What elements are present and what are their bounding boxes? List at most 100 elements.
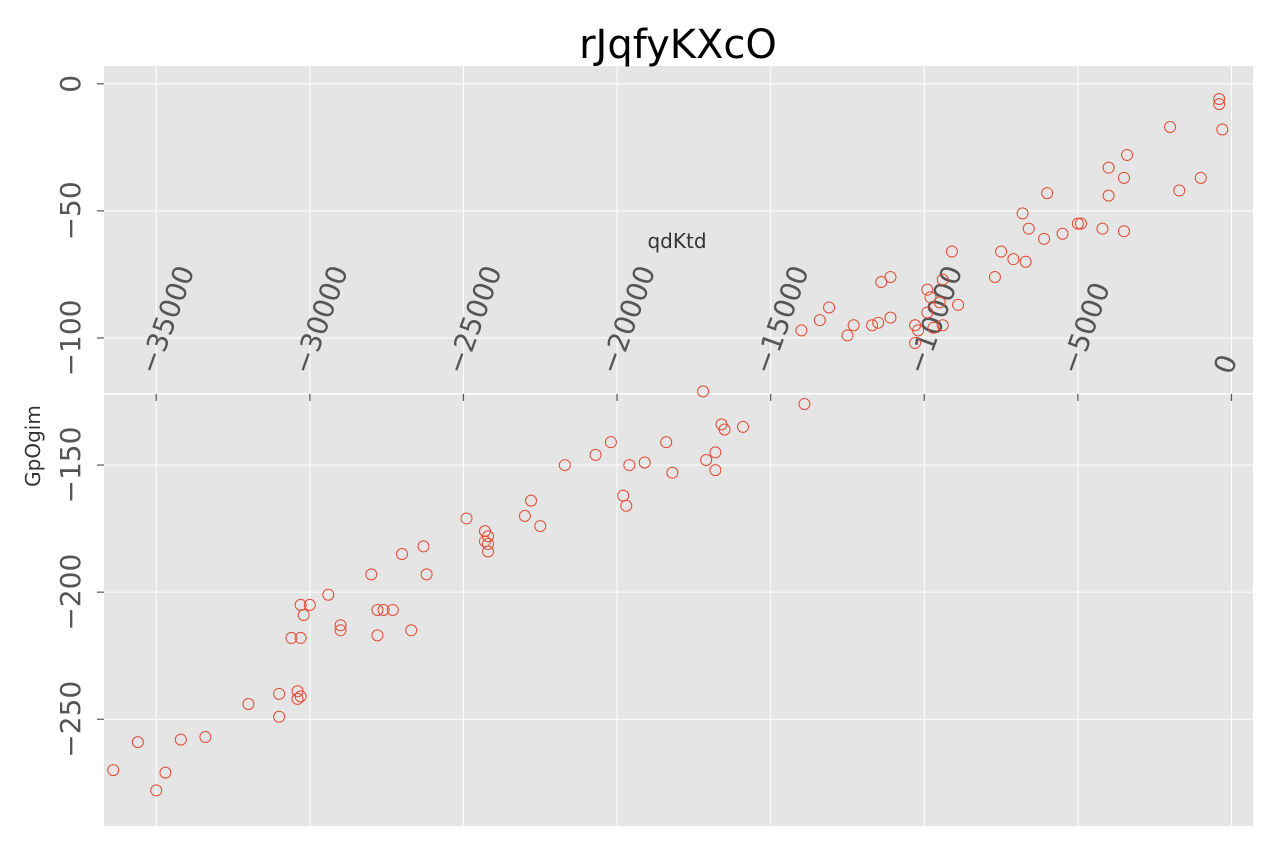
y-axis-label: GpOgim: [21, 405, 45, 487]
data-point: [107, 764, 120, 777]
data-point: [242, 697, 255, 710]
data-point: [709, 464, 722, 477]
data-point: [334, 624, 347, 637]
data-point: [371, 629, 384, 642]
data-point: [131, 736, 144, 749]
data-point: [294, 690, 307, 703]
data-point: [1213, 93, 1226, 106]
y-tick-label: −150: [54, 427, 87, 504]
data-point: [460, 512, 473, 525]
data-point: [909, 337, 922, 350]
data-point: [1213, 98, 1226, 111]
data-point: [952, 298, 965, 311]
data-point: [396, 548, 409, 561]
data-point: [159, 766, 172, 779]
data-point: [921, 283, 934, 296]
data-point: [294, 631, 307, 644]
data-point: [875, 276, 888, 289]
data-point: [1216, 123, 1229, 136]
y-tick-label: 0: [54, 75, 87, 93]
data-point: [798, 398, 811, 411]
data-point: [795, 324, 808, 337]
data-point: [936, 319, 949, 332]
data-point: [482, 537, 495, 550]
data-point: [1074, 217, 1087, 230]
data-point: [1016, 207, 1029, 220]
data-point: [638, 456, 651, 469]
data-point: [518, 509, 531, 522]
data-point: [1007, 253, 1020, 266]
y-axis-ticks: 0 −50 −100 −150 −200 −250: [54, 75, 104, 758]
data-point: [1117, 225, 1130, 238]
data-point: [1121, 148, 1134, 161]
data-point: [1194, 171, 1207, 184]
data-point: [199, 731, 212, 744]
data-point: [660, 436, 673, 449]
data-point: [697, 385, 710, 398]
data-point: [884, 311, 897, 324]
data-point: [558, 459, 571, 472]
data-point: [1071, 217, 1084, 230]
data-point: [866, 319, 879, 332]
data-point: [1173, 184, 1186, 197]
y-tick-label: −250: [54, 681, 87, 758]
data-point: [334, 619, 347, 632]
data-point: [921, 306, 934, 319]
data-point: [525, 494, 538, 507]
chart-title: rJqfyKXcO: [579, 22, 777, 68]
data-point: [666, 466, 679, 479]
data-point: [1102, 189, 1115, 202]
y-tick-label: −100: [54, 300, 87, 377]
data-point: [534, 520, 547, 533]
data-point: [420, 568, 433, 581]
data-point: [1096, 222, 1109, 235]
data-point: [847, 319, 860, 332]
y-tick-label: −200: [54, 554, 87, 631]
data-point: [377, 603, 390, 616]
data-point: [1164, 121, 1177, 134]
data-point: [589, 448, 602, 461]
data-point: [303, 598, 316, 611]
data-point: [285, 631, 298, 644]
y-tick-label: −50: [54, 181, 87, 240]
data-point: [884, 270, 897, 283]
data-point: [933, 296, 946, 309]
data-point: [841, 329, 854, 342]
data-point: [297, 609, 310, 622]
data-point: [604, 436, 617, 449]
data-point: [924, 291, 937, 304]
data-point: [1022, 222, 1035, 235]
data-point: [1041, 187, 1054, 200]
data-point: [273, 687, 286, 700]
data-point: [371, 603, 384, 616]
grid: [104, 66, 1253, 826]
data-point: [174, 733, 187, 746]
data-point: [823, 301, 836, 314]
x-axis-label: qdKtd: [647, 229, 706, 253]
data-point: [417, 540, 430, 553]
data-point: [291, 692, 304, 705]
data-point: [1056, 227, 1069, 240]
data-point: [1117, 171, 1130, 184]
data-point: [988, 270, 1001, 283]
data-point: [872, 316, 885, 329]
data-points: [107, 93, 1229, 797]
data-point: [912, 324, 925, 337]
data-point: [620, 499, 633, 512]
data-point: [737, 420, 750, 433]
data-point: [927, 321, 940, 334]
data-point: [936, 273, 949, 286]
data-point: [1102, 161, 1115, 174]
data-point: [709, 446, 722, 459]
data-point: [1038, 232, 1051, 245]
data-point: [700, 453, 713, 466]
data-point: [813, 314, 826, 327]
data-point: [718, 423, 731, 436]
data-point: [623, 459, 636, 472]
data-point: [150, 784, 163, 797]
data-point: [1019, 255, 1032, 268]
data-point: [482, 530, 495, 543]
data-point: [405, 624, 418, 637]
data-point: [945, 245, 958, 258]
